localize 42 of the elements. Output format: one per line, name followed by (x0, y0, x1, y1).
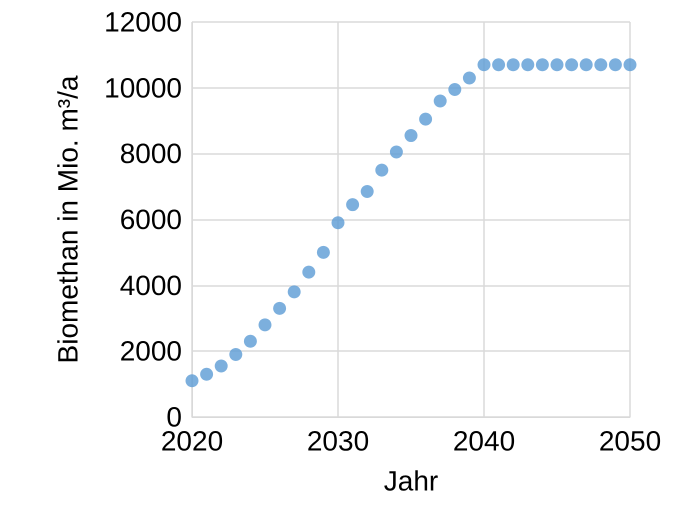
point (200, 368, 214, 381)
point (302, 266, 316, 279)
x-tick-label: 2030 (306, 426, 370, 456)
point (580, 58, 593, 72)
point (186, 374, 198, 388)
point (288, 285, 301, 298)
point (390, 146, 403, 159)
point (273, 302, 286, 315)
point (332, 216, 344, 230)
point (492, 58, 506, 72)
x-tick-label: 2040 (452, 426, 516, 456)
x-tick-label: 2050 (598, 426, 662, 456)
point (244, 334, 257, 348)
point (608, 58, 622, 72)
point (346, 198, 360, 212)
point (536, 58, 549, 72)
point (229, 348, 242, 361)
point (258, 318, 272, 332)
y-tick-label: 8000 (120, 138, 182, 170)
y-axis-title: Biomethan in Mio. m³/a (52, 75, 84, 364)
point (624, 58, 636, 72)
point (506, 58, 520, 72)
point (375, 164, 388, 177)
y-tick-label: 2000 (120, 336, 182, 367)
point (594, 58, 608, 72)
point (448, 82, 462, 96)
y-tick-label: 10000 (104, 72, 182, 104)
point (419, 112, 432, 126)
point (404, 129, 418, 142)
point (565, 58, 578, 72)
point (521, 58, 534, 72)
y-tick-label: 12000 (104, 6, 182, 38)
point (360, 185, 374, 198)
y-tick-label: 6000 (120, 204, 182, 235)
point (214, 359, 228, 372)
point (462, 71, 476, 84)
y-tick-label: 4000 (120, 270, 182, 301)
point (316, 246, 330, 259)
x-axis-title: Jahr (384, 466, 438, 496)
point (478, 58, 490, 72)
point (550, 58, 564, 72)
point (434, 94, 447, 108)
